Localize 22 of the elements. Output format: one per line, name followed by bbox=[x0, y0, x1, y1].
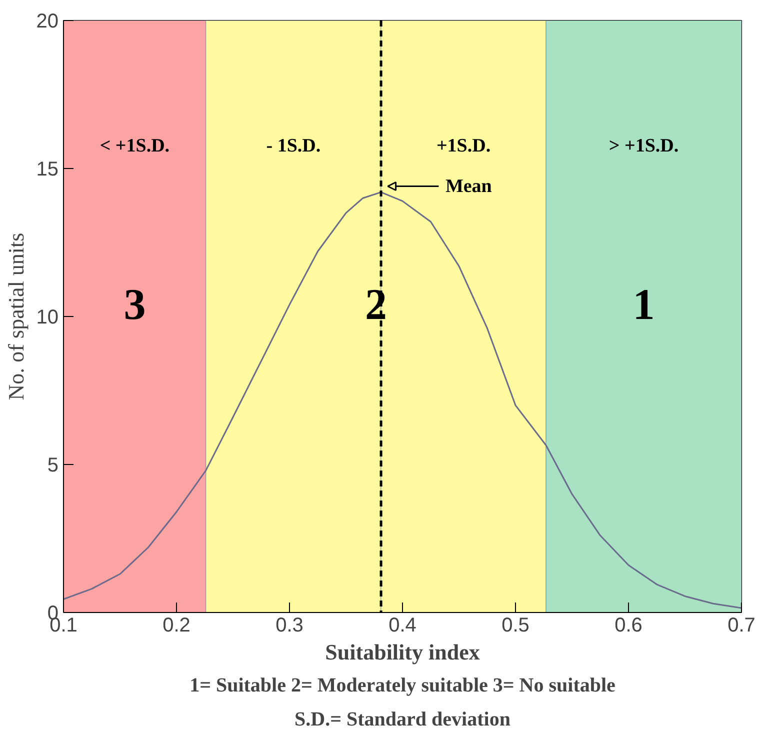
x-tick-label: 0.2 bbox=[162, 614, 190, 636]
band-label: - 1S.D. bbox=[266, 136, 321, 157]
annotation: 1 bbox=[632, 280, 655, 330]
band-label: > +1S.D. bbox=[608, 136, 679, 157]
y-tick-label: 20 bbox=[36, 10, 59, 32]
line-series bbox=[64, 191, 742, 609]
band-label: < +1S.D. bbox=[100, 136, 170, 157]
band-label: +1S.D. bbox=[436, 136, 491, 157]
x-tick-label: 0.6 bbox=[614, 614, 642, 636]
y-tick-label: 5 bbox=[47, 454, 58, 476]
ref-line-label: Mean bbox=[445, 176, 492, 197]
x-tick-label: 0.3 bbox=[276, 614, 304, 636]
text: S.D.= Standard deviation bbox=[294, 708, 510, 730]
y-axis-title: No. of spatial units bbox=[3, 232, 28, 400]
annotation: 3 bbox=[124, 280, 146, 330]
text: 1= Suitable 2= Moderately suitable 3= No suitable bbox=[190, 674, 616, 696]
x-axis-title: Suitability index bbox=[325, 640, 480, 664]
x-tick-label: 0.7 bbox=[728, 614, 756, 636]
y-tick-label: 10 bbox=[36, 306, 59, 328]
y-tick-label: 15 bbox=[36, 158, 59, 180]
x-tick-label: 0.4 bbox=[388, 614, 416, 636]
x-tick-label: 0.5 bbox=[502, 614, 530, 636]
